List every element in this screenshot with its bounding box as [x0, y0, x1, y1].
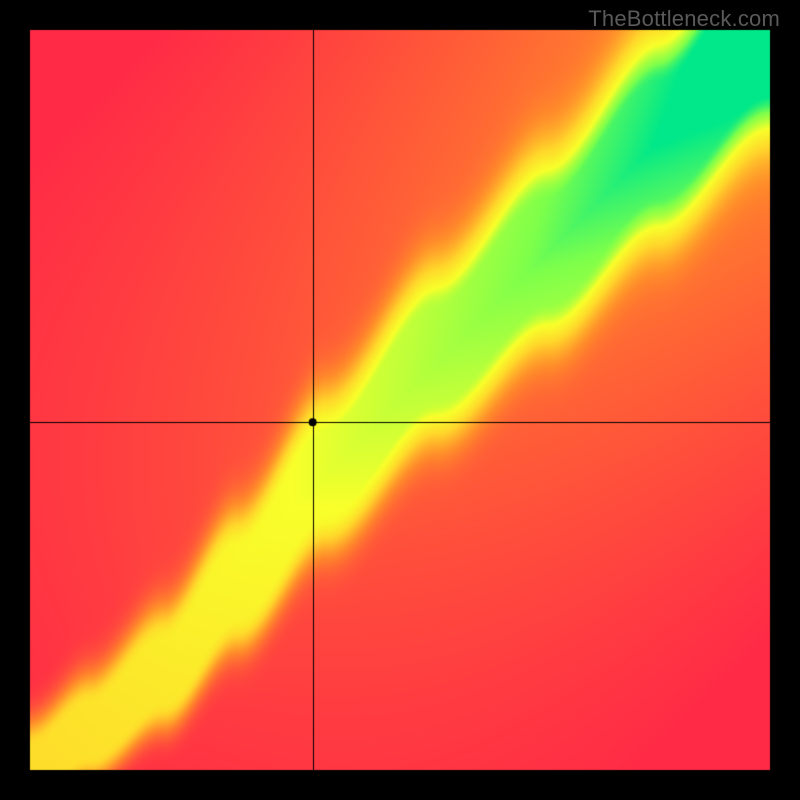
bottleneck-heatmap	[0, 0, 800, 800]
watermark-text: TheBottleneck.com	[588, 6, 780, 32]
